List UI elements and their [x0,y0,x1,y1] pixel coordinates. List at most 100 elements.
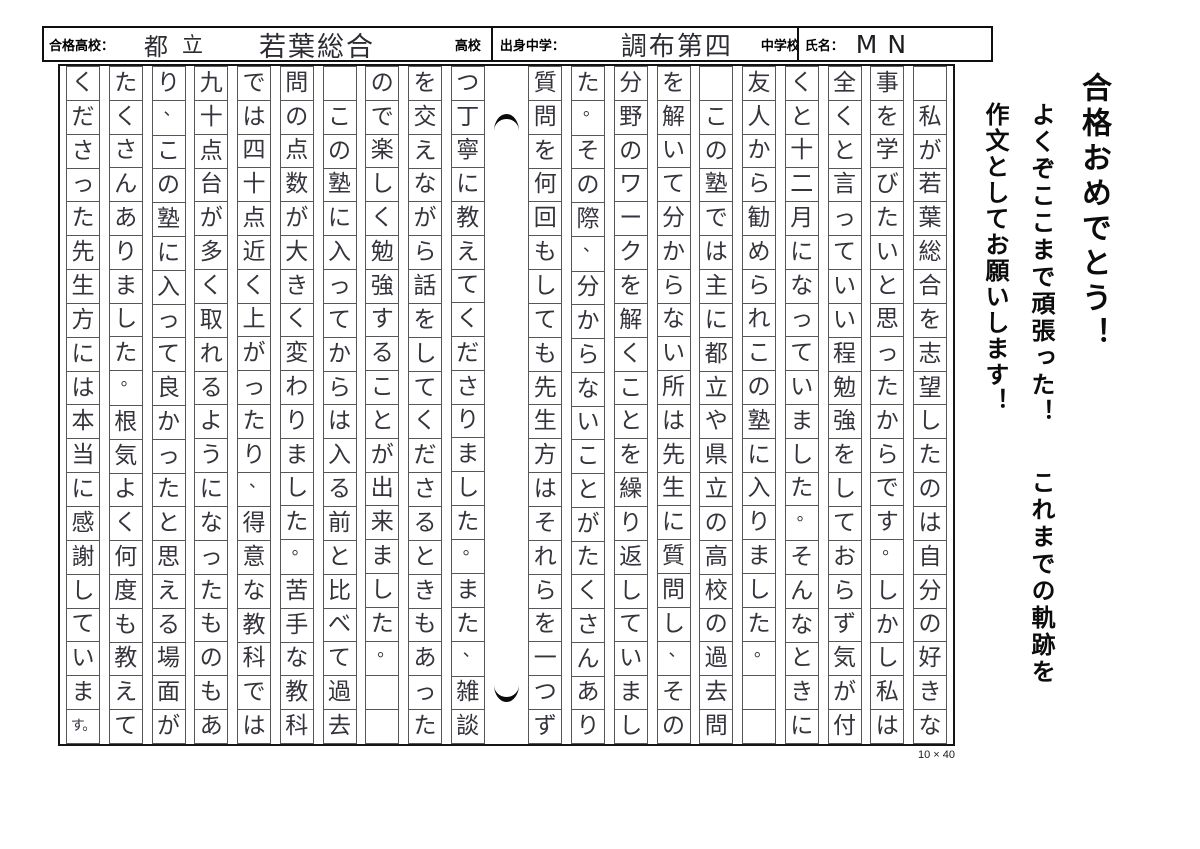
grid-cell: そ [656,676,691,711]
grid-cell: 合 [913,270,947,304]
name-section: 氏名： MN [799,28,991,60]
grid-cell: は [699,236,734,271]
grid-cell: め [742,235,776,270]
grid-cell: 入 [322,236,357,271]
manuscript-column: 私が若葉総合を志望したのは自分の好きな [913,66,947,744]
request-lead-text: これまでの軌跡を [1027,470,1053,686]
grid-cell: に [450,168,485,202]
grid-cell: こ [365,371,400,405]
grid-cell: き [784,676,819,711]
grid-cell: 場 [151,642,186,677]
origin-school-suffix: 中学校 [760,37,799,53]
grid-cell [742,710,776,744]
grid-cell: て [656,168,691,203]
grid-cell: て [322,642,357,677]
grid-cell: ら [870,438,905,473]
grid-cell: の [613,134,648,169]
grid-cell: え [450,235,485,270]
grid-cell: か [870,608,905,643]
grid-cell: 雑 [450,676,485,711]
grid-cell: 問 [656,573,691,608]
grid-cell: の [571,169,605,203]
grid-cell: い [827,270,862,304]
grid-cell: ワ [613,168,648,203]
grid-cell: の [279,100,314,135]
grid-cell: い [656,134,691,169]
grid-cell: か [151,405,186,440]
grid-cell: 当 [66,439,100,474]
grid-cell: り [450,404,485,439]
grid-cell: 程 [827,337,862,372]
grid-cell: は [237,100,271,135]
grid-cell: か [322,337,357,372]
grid-cell: 、 [237,472,271,508]
grid-cell: し [784,438,819,473]
grid-cell: く [827,100,862,135]
grid-cell: 話 [408,270,442,304]
grid-cell: う [194,439,229,474]
grid-cell: の [151,169,186,204]
origin-school-section: 出身中学： 調布第四 中学校 [493,28,799,60]
grid-cell: っ [194,540,229,575]
grid-cell: も [194,676,229,711]
grid-cell: く [450,303,485,337]
grid-cell: な [784,608,819,643]
grid-cell: で [237,66,271,101]
grid-cell: 取 [194,303,229,338]
grid-cell [322,66,357,101]
grid-cell: っ [408,676,442,711]
grid-cell: ま [279,438,314,473]
grid-cell: る [365,337,400,372]
grid-cell: で [237,676,271,711]
grid-cell: て [408,371,442,406]
manuscript-column: 九十点台が多く取れるようになったものもあ [194,66,229,744]
grid-cell: っ [870,337,905,372]
grid-cell: あ [408,642,442,677]
grid-cell: が [913,134,947,169]
grid-cell: 数 [279,168,314,203]
grid-cell: し [613,710,648,744]
grid-cell: 教 [279,676,314,711]
grid-cell: 生 [656,472,691,507]
grid-cell: 塾 [151,203,186,237]
grid-cell: 気 [827,642,862,677]
grid-cell: 勧 [742,202,776,236]
grid-cell: そ [528,506,563,541]
grid-cell: い [613,642,648,677]
grid-cell: ん [571,642,605,677]
grid-cell: 科 [237,642,271,677]
grid-cell: え [151,574,186,609]
grid-cell: ら [742,269,776,304]
grid-cell: 大 [279,235,314,270]
grid-cell: い [870,235,905,270]
grid-cell: 解 [613,303,648,338]
grid-cell: 変 [279,337,314,372]
grid-cell: と [571,474,605,508]
grid-cell: て [528,303,563,338]
grid-cell: が [571,507,605,542]
grid-cell: っ [66,168,100,203]
grid-cell: こ [613,371,648,406]
grid-cell: 高 [699,540,734,575]
grid-cell: 月 [784,202,819,236]
center-fold-column [494,66,520,744]
grid-cell: き [913,676,947,711]
grid-cell: も [108,608,143,643]
grid-cell: 方 [66,303,100,338]
grid-cell: こ [742,337,776,372]
grid-cell: を [913,303,947,338]
grid-cell: の [699,506,734,541]
grid-cell: ら [528,574,563,609]
grid-cell: だ [408,439,442,474]
grid-cell: た [194,574,229,609]
grid-cell: だ [66,100,100,135]
grid-cell: 。 [450,539,485,575]
grid-cell: の [365,66,400,101]
grid-cell: が [827,676,862,711]
grid-cell: 、 [151,100,186,136]
grid-cell: を [613,270,648,304]
grid-cell: 生 [66,270,100,304]
grid-cell: ま [365,540,400,574]
grid-cell: く [613,337,648,372]
grid-cell: 点 [279,134,314,169]
